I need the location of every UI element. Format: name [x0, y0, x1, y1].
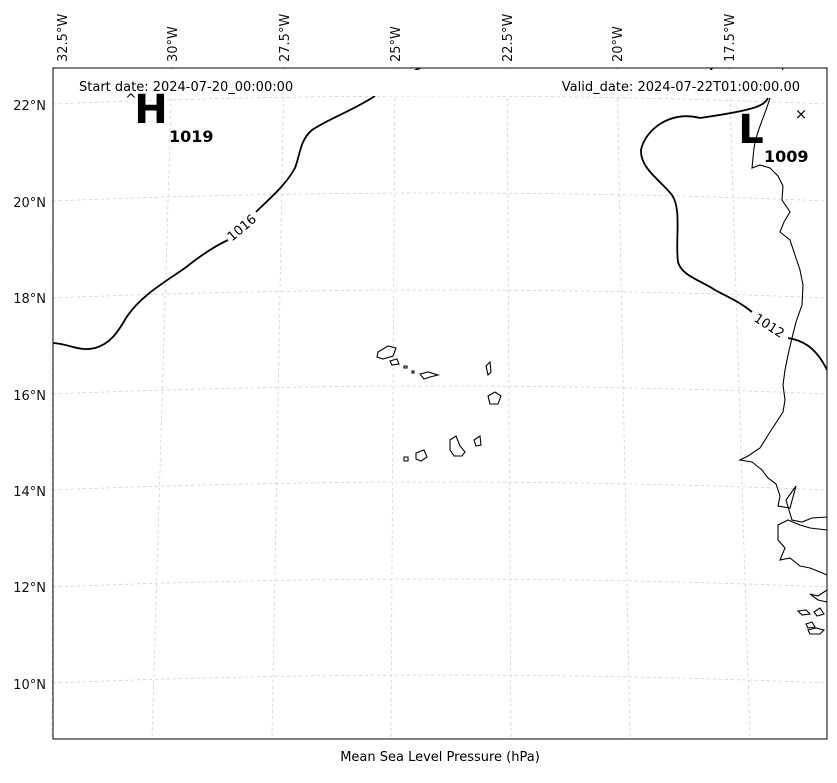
- isobar-label-1016-group: 1016: [223, 210, 260, 245]
- low-center-value: 1009: [764, 147, 809, 166]
- isobars: [52, 67, 828, 371]
- parallel: [52, 385, 828, 395]
- lat-tick-label: 18°N: [13, 292, 46, 307]
- isobar-label-1012-group: 1012: [751, 309, 788, 342]
- valid-date-label: Valid_date: 2024-07-22T01:00:00.00: [562, 80, 800, 95]
- start-date-label: Start date: 2024-07-20_00:00:00: [79, 80, 293, 95]
- low-center-letter: L: [738, 107, 764, 153]
- meridian: [271, 67, 285, 739]
- parallel: [52, 674, 828, 684]
- island-sao-nicolau: [419, 371, 441, 380]
- parallel: [52, 578, 828, 588]
- parallel: [52, 192, 828, 202]
- lon-tick-label: 30°W: [166, 26, 181, 62]
- island-santiago: [449, 435, 466, 457]
- graticule: [51, 67, 828, 739]
- bissagos-islands: [813, 607, 825, 617]
- island-sao-nicolau: [411, 370, 415, 374]
- parallel: [52, 95, 828, 105]
- longitude-ticks: 32.5°W 30°W 27.5°W 25°W 22.5°W 20°W 17.5…: [56, 14, 738, 62]
- map-xlabel: Mean Sea Level Pressure (hPa): [340, 750, 540, 765]
- lon-tick-label: 25°W: [389, 26, 404, 62]
- lon-tick-label: 17.5°W: [723, 14, 738, 62]
- isobar-1016: [52, 67, 421, 350]
- island-santa-luzia: [403, 365, 408, 369]
- island-brava: [403, 456, 409, 462]
- island-boa-vista: [487, 391, 502, 405]
- island-santo-antao: [376, 345, 397, 360]
- island-sal: [485, 360, 492, 377]
- high-center-marker: ^: [125, 92, 137, 108]
- lon-tick-label: 27.5°W: [278, 14, 293, 62]
- latitude-ticks: 22°N 20°N 18°N 16°N 14°N 12°N 10°N: [13, 99, 46, 693]
- meridian: [51, 67, 54, 739]
- high-center-letter: H: [134, 87, 167, 133]
- parallel: [52, 481, 828, 491]
- lon-tick-label: 20°W: [611, 26, 626, 62]
- lat-tick-label: 20°N: [13, 196, 46, 211]
- bissagos-islands: [805, 621, 816, 629]
- meridian: [151, 67, 173, 739]
- high-center-value: 1019: [169, 127, 214, 146]
- cape-verde-islands: [376, 345, 502, 462]
- meridian: [616, 67, 631, 739]
- lat-tick-label: 12°N: [13, 581, 46, 596]
- meridian: [390, 67, 396, 739]
- island-sao-vicente: [389, 358, 400, 366]
- lon-tick-label: 22.5°W: [501, 14, 516, 62]
- parallel: [52, 289, 828, 299]
- map-frame: [52, 67, 828, 740]
- lat-tick-label: 10°N: [13, 678, 46, 693]
- island-maio: [473, 435, 482, 447]
- bissagos-islands: [796, 609, 812, 616]
- bissagos-islands: [807, 627, 826, 635]
- meridian: [728, 67, 751, 739]
- low-center-marker: ×: [795, 105, 808, 123]
- lat-tick-label: 14°N: [13, 485, 46, 500]
- lat-tick-label: 22°N: [13, 99, 46, 114]
- meridian: [506, 67, 512, 739]
- lon-tick-label: 32.5°W: [56, 14, 71, 62]
- island-fogo: [415, 449, 428, 462]
- lat-tick-label: 16°N: [13, 389, 46, 404]
